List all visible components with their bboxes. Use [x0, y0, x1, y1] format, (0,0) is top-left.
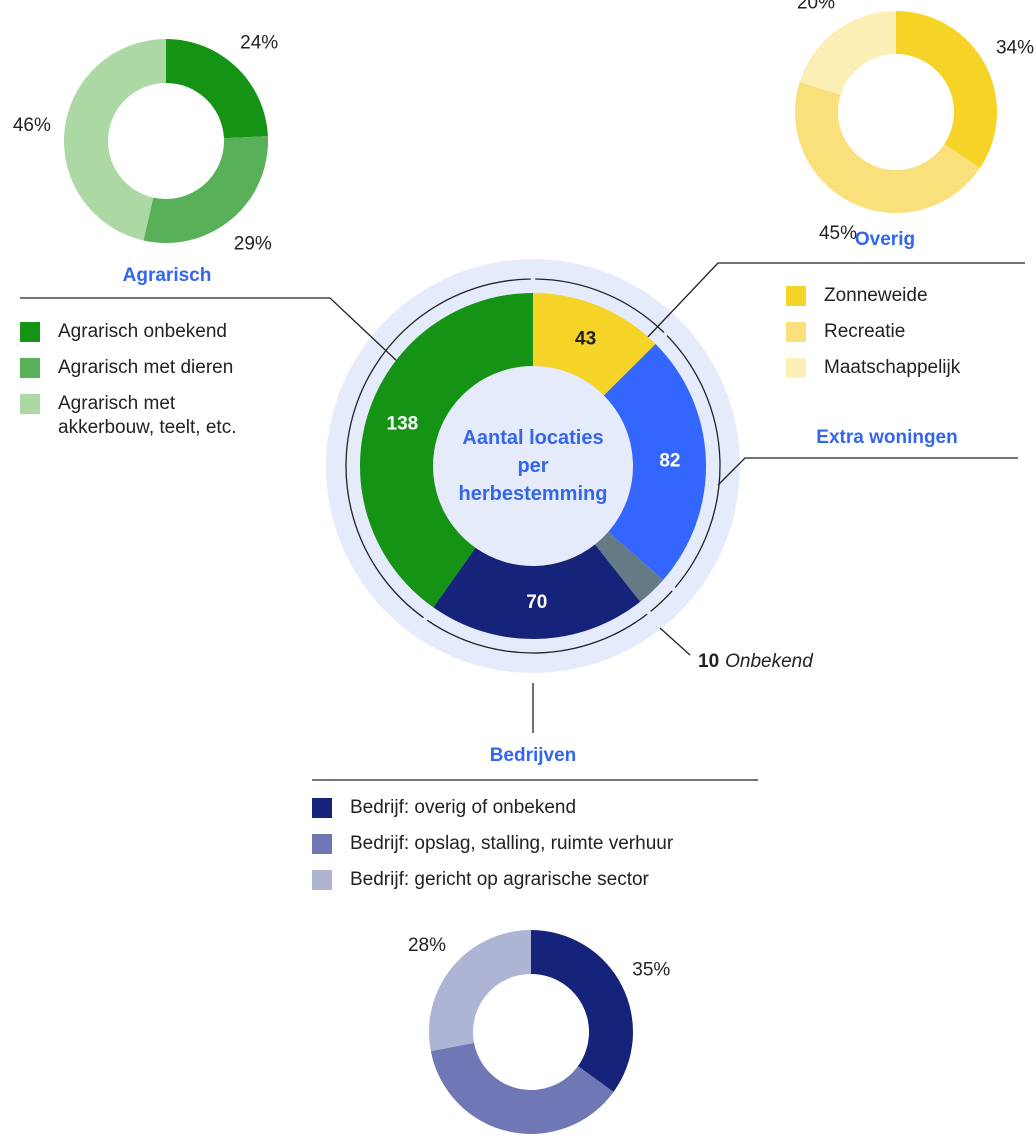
donut-segment — [166, 39, 268, 139]
group-label: Overig — [855, 229, 915, 250]
value-label: 28% — [408, 935, 446, 956]
legend-swatch — [786, 286, 806, 306]
leader-line — [20, 297, 399, 363]
legend-item: Agrarisch met dieren — [20, 356, 260, 380]
group-label: Extra woningen — [816, 427, 957, 448]
legend-label: Bedrijf: opslag, stalling, ruimte verhuu… — [350, 833, 674, 854]
legend-item: Bedrijf: overig of onbekend — [312, 796, 772, 820]
leader-line — [644, 262, 1025, 341]
legend-swatch — [312, 870, 332, 890]
legend-swatch — [312, 798, 332, 818]
value-label: 34% — [996, 37, 1034, 58]
legend-swatch — [20, 358, 40, 378]
legend: Agrarisch onbekend Agrarisch met dieren Ag… — [20, 320, 260, 452]
value-label: 20% — [797, 0, 835, 13]
leader-line — [717, 457, 1018, 486]
legend-swatch — [312, 834, 332, 854]
legend-swatch — [20, 394, 40, 414]
legend-item: Bedrijf: opslag, stalling, ruimte verhuu… — [312, 832, 772, 856]
legend-swatch — [20, 322, 40, 342]
donut-segment — [430, 1042, 614, 1135]
legend-swatch — [786, 358, 806, 378]
legend-label: Agrarisch met dieren — [58, 357, 234, 378]
group-arc — [345, 278, 531, 619]
legend-label: Maatschappelijk — [824, 357, 961, 378]
group-arc — [666, 335, 721, 588]
group-label: Bedrijven — [490, 745, 577, 766]
category-label: Onbekend — [725, 651, 814, 672]
group-arc — [426, 613, 648, 654]
legend-item: Zonneweide — [786, 284, 1026, 308]
value-label: 29% — [234, 233, 272, 254]
value-label: 138 — [387, 414, 419, 435]
group-label: Agrarisch — [123, 265, 212, 286]
legend-item: Agrarisch met akkerbouw, teelt, etc. — [20, 392, 260, 440]
group-arc — [650, 590, 673, 612]
legend-label: Agrarisch met akkerbouw, teelt, etc. — [58, 393, 237, 438]
donut-segment — [428, 930, 531, 1052]
donut-segment — [799, 11, 896, 95]
legend-label: Recreatie — [824, 321, 906, 342]
donut-segment — [533, 293, 656, 396]
donut-segment — [795, 82, 981, 213]
legend-item: Bedrijf: gericht op agrarische sector — [312, 868, 772, 892]
legend-label: Zonneweide — [824, 285, 928, 306]
value-label: 10 — [698, 651, 719, 672]
group-arc — [535, 278, 665, 333]
chart-title: Aantal locaties per herbestemming — [458, 427, 608, 505]
legend-swatch — [786, 322, 806, 342]
legend-item: Maatschappelijk — [786, 356, 1026, 380]
legend-label: Bedrijf: overig of onbekend — [350, 797, 577, 818]
legend-item: Recreatie — [786, 320, 1026, 344]
legend-item: Agrarisch onbekend — [20, 320, 260, 344]
donut-segment — [603, 343, 706, 580]
legend: Zonneweide Recreatie Maatschappelijk — [786, 284, 1026, 392]
donut-segment — [143, 136, 268, 243]
donut-segment — [531, 930, 633, 1092]
value-label: 45% — [819, 223, 857, 244]
legend: Bedrijf: overig of onbekend Bedrijf: opsl… — [312, 796, 772, 904]
donut-segment — [896, 11, 997, 168]
value-label: 70 — [526, 592, 547, 613]
donut-segment — [433, 544, 641, 639]
legend-label: Bedrijf: gericht op agrarische sector — [350, 869, 649, 890]
value-label: 82 — [659, 451, 680, 472]
donut-segment — [359, 293, 533, 608]
legend-label: Agrarisch onbekend — [58, 321, 227, 342]
value-label: 24% — [240, 32, 278, 53]
donut-segment — [594, 531, 664, 602]
value-label: 35% — [632, 960, 670, 981]
onbekend-label: 10 Onbekend — [698, 651, 814, 672]
leader-lines — [20, 262, 1025, 781]
value-label: 46% — [13, 115, 51, 136]
value-label: 43 — [575, 329, 596, 350]
leader-line — [659, 627, 691, 656]
donut-segment — [63, 39, 166, 241]
